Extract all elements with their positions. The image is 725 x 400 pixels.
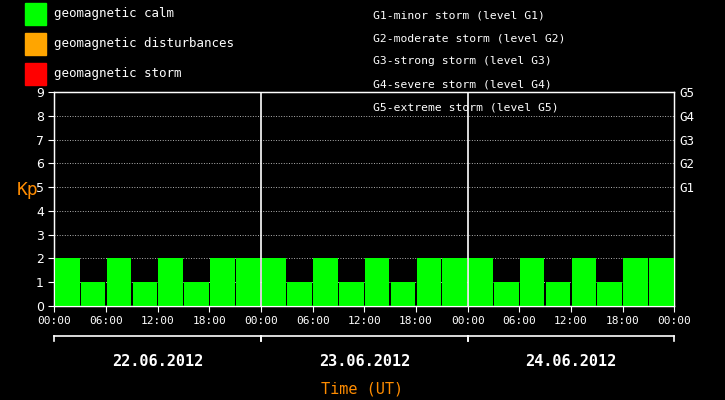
- Text: G3-strong storm (level G3): G3-strong storm (level G3): [373, 56, 552, 66]
- Text: 23.06.2012: 23.06.2012: [319, 354, 410, 369]
- Text: Time (UT): Time (UT): [321, 381, 404, 396]
- Bar: [313, 258, 338, 306]
- Bar: [597, 282, 622, 306]
- Text: G1-minor storm (level G1): G1-minor storm (level G1): [373, 10, 545, 20]
- Bar: [624, 258, 647, 306]
- Text: G5-extreme storm (level G5): G5-extreme storm (level G5): [373, 103, 559, 113]
- Bar: [391, 282, 415, 306]
- Bar: [649, 258, 674, 306]
- Bar: [365, 258, 389, 306]
- Bar: [184, 282, 209, 306]
- Text: geomagnetic calm: geomagnetic calm: [54, 8, 175, 20]
- Bar: [55, 258, 80, 306]
- Bar: [133, 282, 157, 306]
- Bar: [158, 258, 183, 306]
- Bar: [107, 258, 131, 306]
- Bar: [417, 258, 441, 306]
- Bar: [262, 258, 286, 306]
- Bar: [81, 282, 105, 306]
- Bar: [288, 282, 312, 306]
- Text: 24.06.2012: 24.06.2012: [526, 354, 616, 369]
- Bar: [571, 258, 596, 306]
- Bar: [210, 258, 234, 306]
- Y-axis label: Kp: Kp: [17, 181, 38, 199]
- Bar: [442, 258, 467, 306]
- Text: G2-moderate storm (level G2): G2-moderate storm (level G2): [373, 33, 566, 43]
- Text: 22.06.2012: 22.06.2012: [112, 354, 203, 369]
- Bar: [468, 258, 493, 306]
- Bar: [520, 258, 544, 306]
- Text: geomagnetic disturbances: geomagnetic disturbances: [54, 38, 234, 50]
- Bar: [339, 282, 364, 306]
- Bar: [236, 258, 260, 306]
- Text: G4-severe storm (level G4): G4-severe storm (level G4): [373, 80, 552, 90]
- Text: geomagnetic storm: geomagnetic storm: [54, 68, 182, 80]
- Bar: [494, 282, 518, 306]
- Bar: [546, 282, 571, 306]
